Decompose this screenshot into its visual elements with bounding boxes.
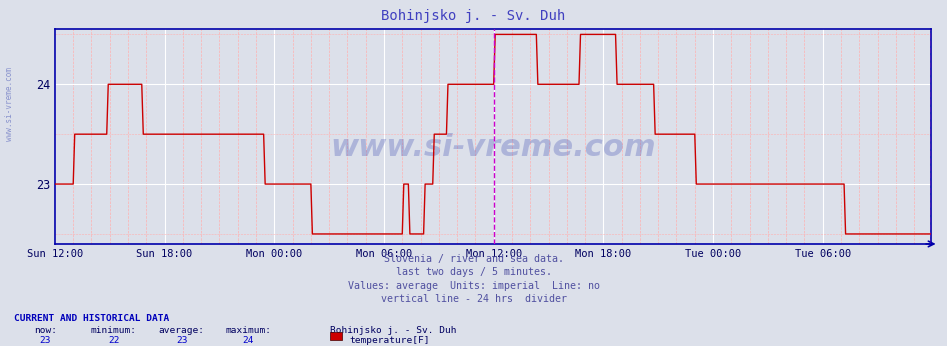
Text: minimum:: minimum: (91, 326, 136, 335)
Text: maximum:: maximum: (225, 326, 271, 335)
Text: Values: average  Units: imperial  Line: no: Values: average Units: imperial Line: no (348, 281, 599, 291)
Text: average:: average: (159, 326, 205, 335)
Text: temperature[F]: temperature[F] (349, 336, 430, 345)
Text: 23: 23 (176, 336, 188, 345)
Text: CURRENT AND HISTORICAL DATA: CURRENT AND HISTORICAL DATA (14, 314, 170, 323)
Text: 22: 22 (108, 336, 119, 345)
Text: Slovenia / river and sea data.: Slovenia / river and sea data. (384, 254, 563, 264)
Text: 23: 23 (40, 336, 51, 345)
Text: www.si-vreme.com: www.si-vreme.com (5, 67, 14, 141)
Text: vertical line - 24 hrs  divider: vertical line - 24 hrs divider (381, 294, 566, 304)
Text: www.si-vreme.com: www.si-vreme.com (331, 133, 655, 162)
Text: Bohinjsko j. - Sv. Duh: Bohinjsko j. - Sv. Duh (382, 9, 565, 22)
Text: last two days / 5 minutes.: last two days / 5 minutes. (396, 267, 551, 277)
Text: now:: now: (34, 326, 57, 335)
Text: 24: 24 (242, 336, 254, 345)
Text: Bohinjsko j. - Sv. Duh: Bohinjsko j. - Sv. Duh (330, 326, 456, 335)
